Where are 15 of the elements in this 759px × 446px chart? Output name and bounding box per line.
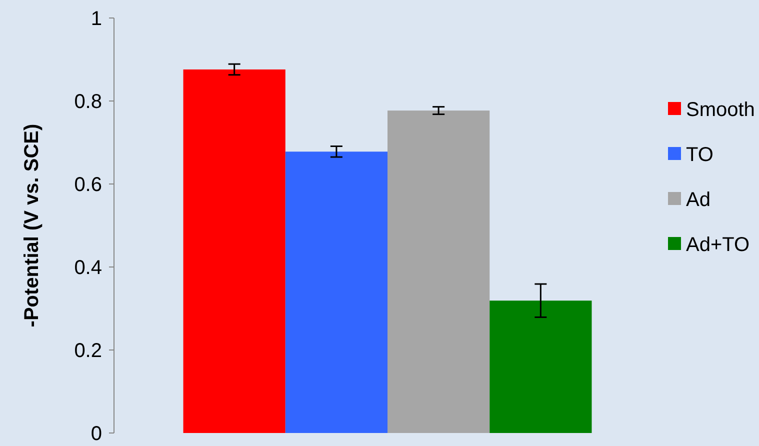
y-tick-label: 0.4	[74, 257, 102, 279]
y-tick-label: 0	[90, 423, 102, 445]
y-tick-label: 0.2	[74, 340, 102, 362]
legend-label: Ad	[686, 189, 710, 211]
bar	[285, 152, 388, 433]
y-tick-label: 0.6	[74, 174, 102, 196]
y-tick-label: 0.8	[74, 91, 102, 113]
y-tick-label: 1	[90, 8, 102, 30]
legend-label: TO	[686, 144, 714, 166]
legend-label: Ad+TO	[686, 234, 750, 256]
bar	[388, 110, 490, 433]
bar	[183, 69, 286, 433]
y-axis-title: -Potential (V vs. SCE)	[21, 124, 43, 328]
bar	[490, 300, 592, 433]
legend-label: Smooth	[686, 99, 755, 121]
